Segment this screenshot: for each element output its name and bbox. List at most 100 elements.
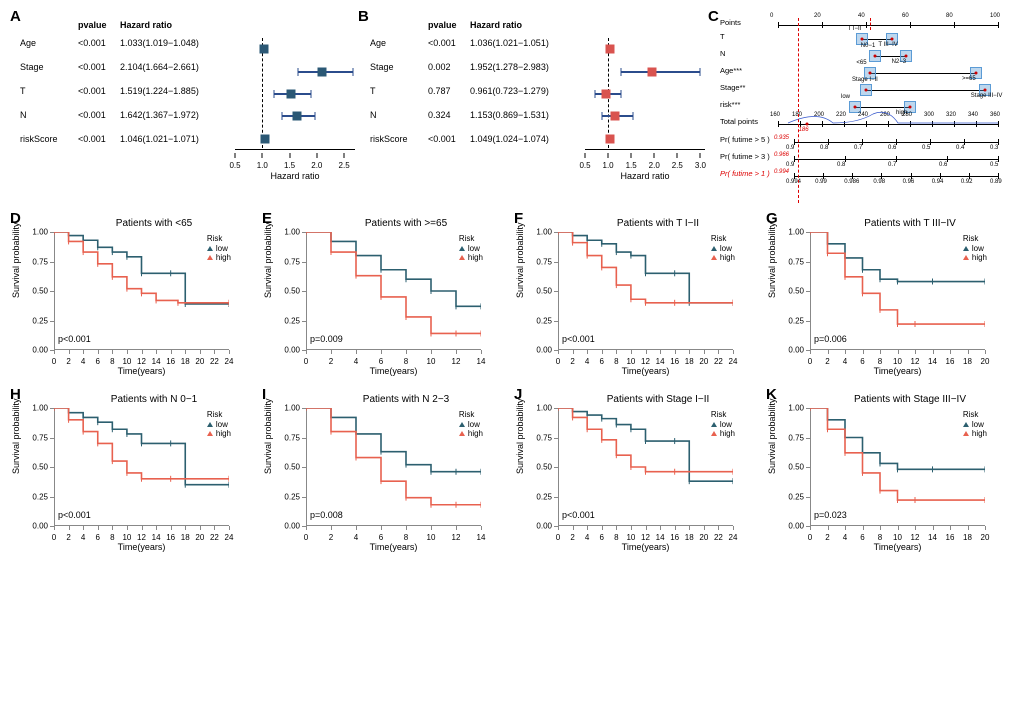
- km-xlabel: Time(years): [306, 542, 481, 552]
- forest-a-xlabel: Hazard ratio: [235, 171, 355, 181]
- km-pvalue: p<0.001: [58, 334, 91, 344]
- km-curves: [54, 408, 229, 526]
- forest-hr: 1.952(1.278−2.983): [470, 62, 580, 72]
- km-legend: Risk low high: [963, 410, 987, 438]
- km-plot-f: Patients with T I−II Survival probability…: [518, 218, 758, 378]
- forest-pvalue: <0.001: [78, 86, 118, 96]
- km-ylabel: Survival probability: [767, 222, 777, 298]
- panel-label-b: B: [358, 8, 369, 25]
- km-xlabel: Time(years): [306, 366, 481, 376]
- km-xlabel: Time(years): [810, 542, 985, 552]
- km-pvalue: p=0.006: [814, 334, 847, 344]
- forest-row: N 0.324 1.153(0.869−1.531): [370, 110, 705, 130]
- forest-var: Age: [370, 38, 420, 48]
- forest-b-header-p: pvalue: [428, 20, 468, 30]
- nomogram-row-label: Stage**: [720, 83, 775, 92]
- km-title: Patients with N 2−3: [306, 394, 506, 405]
- forest-hr: 1.153(0.869−1.531): [470, 110, 580, 120]
- km-legend: Risk low high: [711, 410, 735, 438]
- forest-hr: 1.049(1.024−1.074): [470, 134, 580, 144]
- forest-hr: 2.104(1.664−2.661): [120, 62, 230, 72]
- km-ylabel: Survival probability: [263, 222, 273, 298]
- nomogram-row: Total points1601802002202402602803003203…: [720, 117, 1010, 132]
- nomogram-row: Points020406080100: [720, 18, 1010, 33]
- forest-row: Stage <0.001 2.104(1.664−2.661): [20, 62, 355, 82]
- forest-pvalue: <0.001: [78, 134, 118, 144]
- km-curves: [558, 408, 733, 526]
- km-plot-e: Patients with >=65 Survival probability Ti…: [266, 218, 506, 378]
- forest-hr: 1.036(1.021−1.051): [470, 38, 580, 48]
- nomogram-row-label: Total points: [720, 117, 775, 126]
- forest-var: T: [370, 86, 420, 96]
- forest-row: Age <0.001 1.036(1.021−1.051): [370, 38, 705, 58]
- km-title: Patients with N 0−1: [54, 394, 254, 405]
- forest-var: T: [20, 86, 70, 96]
- forest-var: Stage: [20, 62, 70, 72]
- km-legend: Risk low high: [207, 410, 231, 438]
- nomogram-row-label: Age***: [720, 66, 775, 75]
- km-title: Patients with >=65: [306, 218, 506, 229]
- km-curves: [810, 408, 985, 526]
- forest-var: riskScore: [370, 134, 420, 144]
- forest-pvalue: <0.001: [428, 134, 468, 144]
- forest-pvalue: <0.001: [78, 62, 118, 72]
- km-pvalue: p<0.001: [58, 510, 91, 520]
- km-pvalue: p<0.001: [562, 334, 595, 344]
- km-title: Patients with T I−II: [558, 218, 758, 229]
- figure-root: A B C pvalue Hazard ratio Hazard ratio 0…: [8, 8, 1012, 720]
- nomogram-row-label: T: [720, 32, 775, 41]
- nomogram-row: Pr( futime > 1 )0.9940.990.9860.980.960.…: [720, 169, 1010, 184]
- km-curves: [306, 408, 481, 526]
- km-plot-g: Patients with T III−IV Survival probabili…: [770, 218, 1010, 378]
- forest-row: N <0.001 1.642(1.367−1.972): [20, 110, 355, 130]
- forest-row: riskScore <0.001 1.046(1.021−1.071): [20, 134, 355, 154]
- km-plot-i: Patients with N 2−3 Survival probability T…: [266, 394, 506, 554]
- forest-row: Stage 0.002 1.952(1.278−2.983): [370, 62, 705, 82]
- km-pvalue: p<0.001: [562, 510, 595, 520]
- km-plot-d: Patients with <65Survival probabilityTim…: [14, 218, 254, 378]
- km-title: Patients with <65: [54, 218, 254, 229]
- nomogram-row: Pr( futime > 3 )0.90.80.70.60.50.966: [720, 152, 1010, 167]
- km-legend: Risk low high: [207, 234, 231, 262]
- forest-hr: 1.519(1.224−1.885): [120, 86, 230, 96]
- forest-pvalue: 0.324: [428, 110, 468, 120]
- forest-pvalue: <0.001: [78, 110, 118, 120]
- forest-a-header-hr: Hazard ratio: [120, 20, 230, 30]
- forest-b-header-hr: Hazard ratio: [470, 20, 580, 30]
- forest-pvalue: 0.787: [428, 86, 468, 96]
- forest-row: Age <0.001 1.033(1.019−1.048): [20, 38, 355, 58]
- forest-pvalue: <0.001: [78, 38, 118, 48]
- km-ylabel: Survival probability: [11, 398, 21, 474]
- km-plot-k: Patients with Stage III−IVSurvival proba…: [770, 394, 1010, 554]
- km-ylabel: Survival probability: [263, 398, 273, 474]
- km-xlabel: Time(years): [54, 366, 229, 376]
- km-xlabel: Time(years): [558, 366, 733, 376]
- forest-var: Stage: [370, 62, 420, 72]
- nomogram-row: Pr( futime > 5 )0.90.80.70.60.50.40.30.9…: [720, 135, 1010, 150]
- km-legend: Risk low high: [963, 234, 987, 262]
- km-ylabel: Survival probability: [515, 222, 525, 298]
- forest-a-header-p: pvalue: [78, 20, 118, 30]
- km-pvalue: p=0.008: [310, 510, 343, 520]
- forest-var: N: [370, 110, 420, 120]
- km-plot-j: Patients with Stage I−II Survival probabi…: [518, 394, 758, 554]
- panel-label-c: C: [708, 8, 719, 25]
- forest-pvalue: 0.002: [428, 62, 468, 72]
- nomogram-row-label: Pr( futime > 1 ): [720, 169, 775, 178]
- km-ylabel: Survival probability: [515, 398, 525, 474]
- forest-plot-b: pvalue Hazard ratio Hazard ratio 0.51.01…: [370, 20, 705, 200]
- km-title: Patients with Stage I−II: [558, 394, 758, 405]
- forest-hr: 1.642(1.367−1.972): [120, 110, 230, 120]
- km-pvalue: p=0.009: [310, 334, 343, 344]
- forest-row: riskScore <0.001 1.049(1.024−1.074): [370, 134, 705, 154]
- forest-b-xlabel: Hazard ratio: [585, 171, 705, 181]
- forest-row: T <0.001 1.519(1.224−1.885): [20, 86, 355, 106]
- forest-var: riskScore: [20, 134, 70, 144]
- km-title: Patients with T III−IV: [810, 218, 1010, 229]
- nomogram-row-label: Pr( futime > 5 ): [720, 135, 775, 144]
- km-xlabel: Time(years): [810, 366, 985, 376]
- nomogram-row-label: Pr( futime > 3 ): [720, 152, 775, 161]
- km-curves: [810, 232, 985, 350]
- forest-var: N: [20, 110, 70, 120]
- nomogram-row-label: Points: [720, 18, 775, 27]
